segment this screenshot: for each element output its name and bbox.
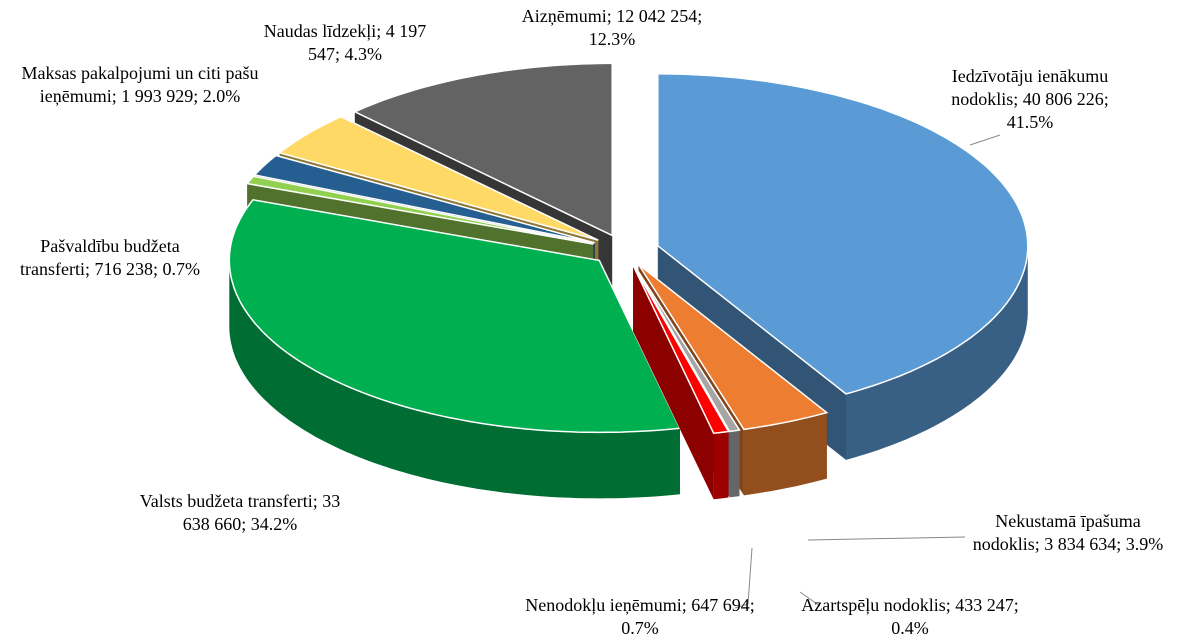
label-percent: 3.9%: [1125, 534, 1164, 554]
label-category: Valsts budžeta transferti: [139, 491, 313, 511]
label-value: 433 247: [955, 595, 1014, 615]
leader-line: [969, 134, 1001, 146]
slice: [228, 198, 682, 434]
label-category: Azartspēļu nodoklis: [801, 595, 946, 615]
label-value: 12 042 254: [616, 6, 698, 26]
data-label: Aizņēmumi; 12 042 254; 12.3%: [521, 6, 703, 49]
slice: [637, 263, 829, 431]
slice-side: [713, 431, 729, 500]
data-label: Nenodokļu ieņēmumi; 647 694; 0.7%: [525, 595, 755, 638]
slice: [632, 265, 730, 500]
label-percent: 34.2%: [250, 514, 298, 534]
label-value: 1 993 929: [121, 86, 194, 106]
leader-line: [734, 547, 753, 609]
label-category: Nekustamā īpašuma nodoklis: [972, 511, 1141, 554]
leader-line: [799, 591, 821, 607]
slice: [633, 264, 741, 433]
slice-edge: [633, 265, 714, 500]
data-label: Nekustamā īpašuma nodoklis; 3 834 634; 3…: [972, 511, 1164, 554]
data-label: Naudas līdzekļi; 4 197 547; 4.3%: [263, 21, 427, 64]
slice-side: [743, 412, 827, 496]
data-label: Pašvaldību budžeta transferti; 716 238; …: [20, 236, 201, 279]
label-category: Naudas līdzekļi: [263, 21, 377, 41]
slice: [245, 175, 594, 245]
slice: [277, 115, 599, 241]
label-value: 33 638 660: [182, 491, 341, 534]
label-value: 4 197 547: [307, 21, 427, 64]
label-category: Maksas pakalpojumi un citi pašu ieņēmumi: [21, 63, 259, 106]
label-value: 40 806 226: [1022, 89, 1104, 109]
label-percent: 4.3%: [344, 44, 383, 64]
slice: [253, 154, 595, 244]
label-percent: 0.7%: [621, 618, 659, 638]
data-label: Maksas pakalpojumi un citi pašu ieņēmumi…: [21, 63, 259, 106]
label-value: 647 694: [691, 595, 750, 615]
label-percent: 0.4%: [891, 618, 929, 638]
label-category: Pašvaldību budžeta transferti: [20, 236, 180, 279]
slice: [352, 62, 613, 237]
label-percent: 12.3%: [588, 29, 636, 49]
label-category: Nenodokļu ieņēmumi: [525, 595, 682, 615]
label-percent: 0.7%: [162, 259, 201, 279]
label-value: 3 834 634: [1044, 534, 1117, 554]
slice-side: [729, 430, 740, 498]
slice: [228, 198, 682, 499]
slice: [632, 265, 730, 434]
slice-side: [229, 260, 680, 499]
label-value: 716 238: [94, 259, 153, 279]
data-label: Azartspēļu nodoklis; 433 247; 0.4%: [801, 595, 1019, 638]
leader-line: [807, 536, 966, 541]
slice-side: [846, 245, 1028, 460]
label-percent: 2.0%: [202, 86, 241, 106]
label-category: Aizņēmumi: [521, 6, 607, 26]
data-label: Valsts budžeta transferti; 33 638 660; 3…: [139, 491, 341, 534]
label-category: Iedzīvotāju ienākumu nodoklis: [951, 66, 1109, 109]
label-percent: 41.5%: [1006, 112, 1054, 132]
data-label: Iedzīvotāju ienākumu nodoklis; 40 806 22…: [951, 66, 1109, 132]
slice: [657, 73, 1029, 395]
